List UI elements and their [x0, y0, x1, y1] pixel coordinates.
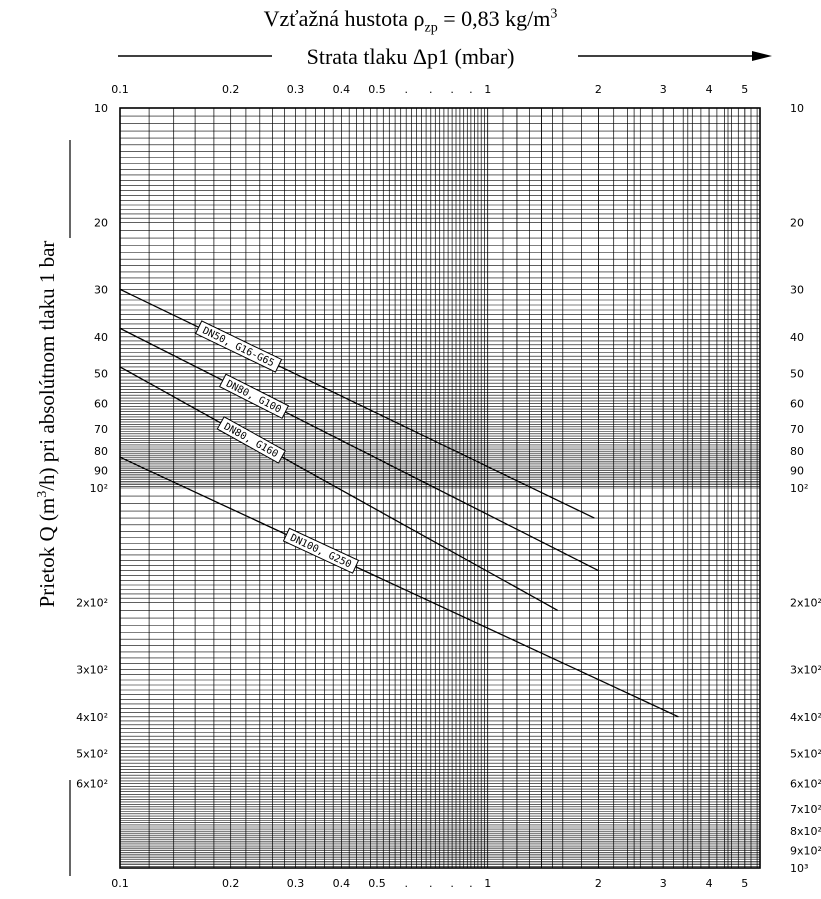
- y-tick-label-right: 10²: [790, 482, 808, 495]
- series-label: DN100, G250: [282, 527, 360, 574]
- y-tick-label-right: 2x10²: [790, 596, 821, 609]
- y-tick-label-right: 10: [790, 102, 804, 115]
- x-tick-label-bottom: 1: [484, 877, 491, 890]
- y-tick-label-right: 50: [790, 368, 804, 381]
- x-tick-label-top: 0.2: [222, 83, 240, 96]
- x-label-arrowhead: [752, 51, 772, 61]
- y-tick-label-right: 3x10²: [790, 663, 821, 676]
- y-axis-label-superscript: 3: [35, 491, 50, 498]
- y-tick-label-left: 60: [94, 398, 108, 411]
- x-tick-label-top: .: [450, 83, 454, 96]
- x-tick-label-top: 0.5: [368, 83, 386, 96]
- x-tick-label-top: 0.4: [333, 83, 351, 96]
- y-tick-label-left: 3x10²: [76, 663, 108, 676]
- y-tick-label-left: 20: [94, 216, 108, 229]
- y-tick-label-right: 9x10²: [790, 845, 821, 858]
- x-tick-label-bottom: .: [469, 877, 473, 890]
- chart-title-prefix: Vzťažná hustota ρ: [263, 6, 425, 31]
- y-axis-label: Prietok Q (m3/h) pri absolútnom tlaku 1 …: [35, 241, 59, 608]
- chart-title-superscript: 3: [550, 6, 558, 22]
- y-tick-label-left: 10²: [90, 482, 108, 495]
- x-tick-label-bottom: 0.4: [333, 877, 351, 890]
- y-tick-label-right: 5x10²: [790, 748, 821, 761]
- y-tick-label-left: 5x10²: [76, 748, 108, 761]
- plot-frame: [119, 107, 761, 869]
- y-tick-label-left: 10: [94, 102, 108, 115]
- y-tick-label-left: 70: [94, 423, 108, 436]
- y-tick-label-right: 60: [790, 398, 804, 411]
- y-tick-label-right: 30: [790, 283, 804, 296]
- x-tick-label-top: 1: [484, 83, 491, 96]
- y-tick-label-right: 6x10²: [790, 778, 821, 791]
- series-label-box: [216, 416, 286, 464]
- y-tick-label-left: 4x10²: [76, 711, 108, 724]
- y-tick-label-left: 6x10²: [76, 778, 108, 791]
- y-tick-label-left: 50: [94, 368, 108, 381]
- y-tick-label-right: 90: [790, 465, 804, 478]
- x-tick-label-top: 0.3: [287, 83, 305, 96]
- y-tick-label-left: 30: [94, 283, 108, 296]
- x-tick-label-top: 5: [741, 83, 748, 96]
- x-tick-label-bottom: 0.5: [368, 877, 386, 890]
- chart-title-subscript: zp: [424, 20, 438, 36]
- y-tick-label-left: 40: [94, 331, 108, 344]
- x-tick-label-bottom: .: [404, 877, 408, 890]
- y-tick-label-right: 70: [790, 423, 804, 436]
- series-line: [119, 456, 679, 718]
- x-tick-label-top: .: [404, 83, 408, 96]
- y-axis-label-suffix: /h) pri absolútnom tlaku 1 bar: [35, 241, 59, 491]
- series-label-box: [194, 320, 283, 373]
- y-tick-label-right: 10³: [790, 862, 808, 875]
- x-tick-label-top: .: [469, 83, 473, 96]
- series-label-text: DN80, G100: [224, 379, 283, 416]
- y-tick-label-left: 90: [94, 465, 108, 478]
- series-line: [119, 366, 559, 611]
- x-tick-label-bottom: 0.3: [287, 877, 305, 890]
- y-tick-label-right: 7x10²: [790, 803, 821, 816]
- x-tick-label-bottom: 0.1: [111, 877, 129, 890]
- y-tick-label-left: 80: [94, 445, 108, 458]
- x-tick-label-bottom: 0.2: [222, 877, 240, 890]
- x-axis-label: Strata tlaku Δp1 (mbar): [306, 44, 515, 69]
- y-tick-label-left: 2x10²: [76, 596, 108, 609]
- y-tick-label-right: 4x10²: [790, 711, 821, 724]
- x-tick-label-bottom: 5: [741, 877, 748, 890]
- y-tick-label-right: 8x10²: [790, 825, 821, 838]
- x-tick-label-top: 4: [706, 83, 713, 96]
- series-label: DN50, G16-G65: [194, 320, 283, 373]
- series-label: DN80, G160: [216, 416, 286, 464]
- series-label-text: DN100, G250: [288, 533, 353, 571]
- x-tick-label-top: 2: [595, 83, 602, 96]
- x-tick-label-top: 0.1: [111, 83, 129, 96]
- y-tick-label-right: 40: [790, 331, 804, 344]
- grid: [119, 107, 760, 869]
- chart-title-block: Vzťažná hustota ρzp = 0,83 kg/m3 Strata …: [0, 0, 821, 80]
- x-tick-label-bottom: .: [429, 877, 433, 890]
- series-label-box: [218, 373, 290, 419]
- x-tick-label-bottom: 2: [595, 877, 602, 890]
- series-lines: [119, 288, 679, 718]
- chart-title-mid: = 0,83 kg/m: [437, 6, 551, 31]
- series-line: [119, 327, 599, 572]
- y-tick-label-right: 20: [790, 216, 804, 229]
- series-label-text: DN50, G16-G65: [201, 325, 276, 369]
- x-tick-label-top: 3: [660, 83, 667, 96]
- x-tick-label-top: .: [429, 83, 433, 96]
- series-label-box: [282, 527, 360, 574]
- y-tick-label-right: 80: [790, 445, 804, 458]
- x-tick-label-bottom: .: [450, 877, 454, 890]
- y-axis-label-prefix: Prietok Q (m: [35, 498, 59, 608]
- x-tick-label-bottom: 4: [706, 877, 713, 890]
- chart-title: Vzťažná hustota ρzp = 0,83 kg/m3: [0, 6, 821, 36]
- tick-labels: 0.1 0.1 0.2 0.2 0.3 0.3 0.4 0.4 0.5 0.5........ 1 1…: [76, 83, 821, 890]
- x-tick-label-bottom: 3: [660, 877, 667, 890]
